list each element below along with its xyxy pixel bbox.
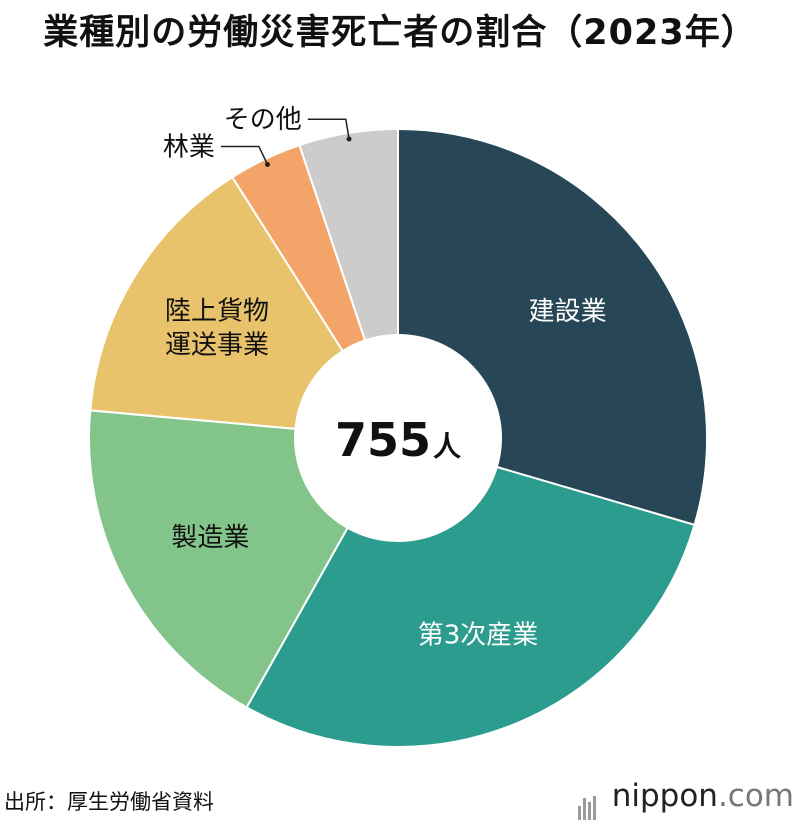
leader-line-4 [220,145,269,165]
leader-dot-5 [346,136,352,142]
chart-title: 業種別の労働災害死亡者の割合（2023年） [43,13,757,53]
slice-label-2: 製造業 [171,523,249,553]
brand-suffix: .com [717,778,794,814]
center-total-label: 755人 [335,413,461,467]
brand-logo: nippon .com [577,778,794,820]
slice-label-0: 建設業 [529,297,607,327]
slice-label-4: 林業 [163,132,215,162]
leader-line-5 [307,118,350,140]
slice-label-1: 第3次産業 [418,620,539,650]
source-note: 出所：厚生労働省資料 [4,790,214,814]
slice-label-3: 陸上貨物運送事業 [165,297,269,361]
brand-name: nippon [611,778,718,814]
slice-label-5: その他 [224,105,302,135]
leader-dot-4 [265,162,271,168]
donut-hole [294,334,502,542]
bars-icon [577,784,604,820]
